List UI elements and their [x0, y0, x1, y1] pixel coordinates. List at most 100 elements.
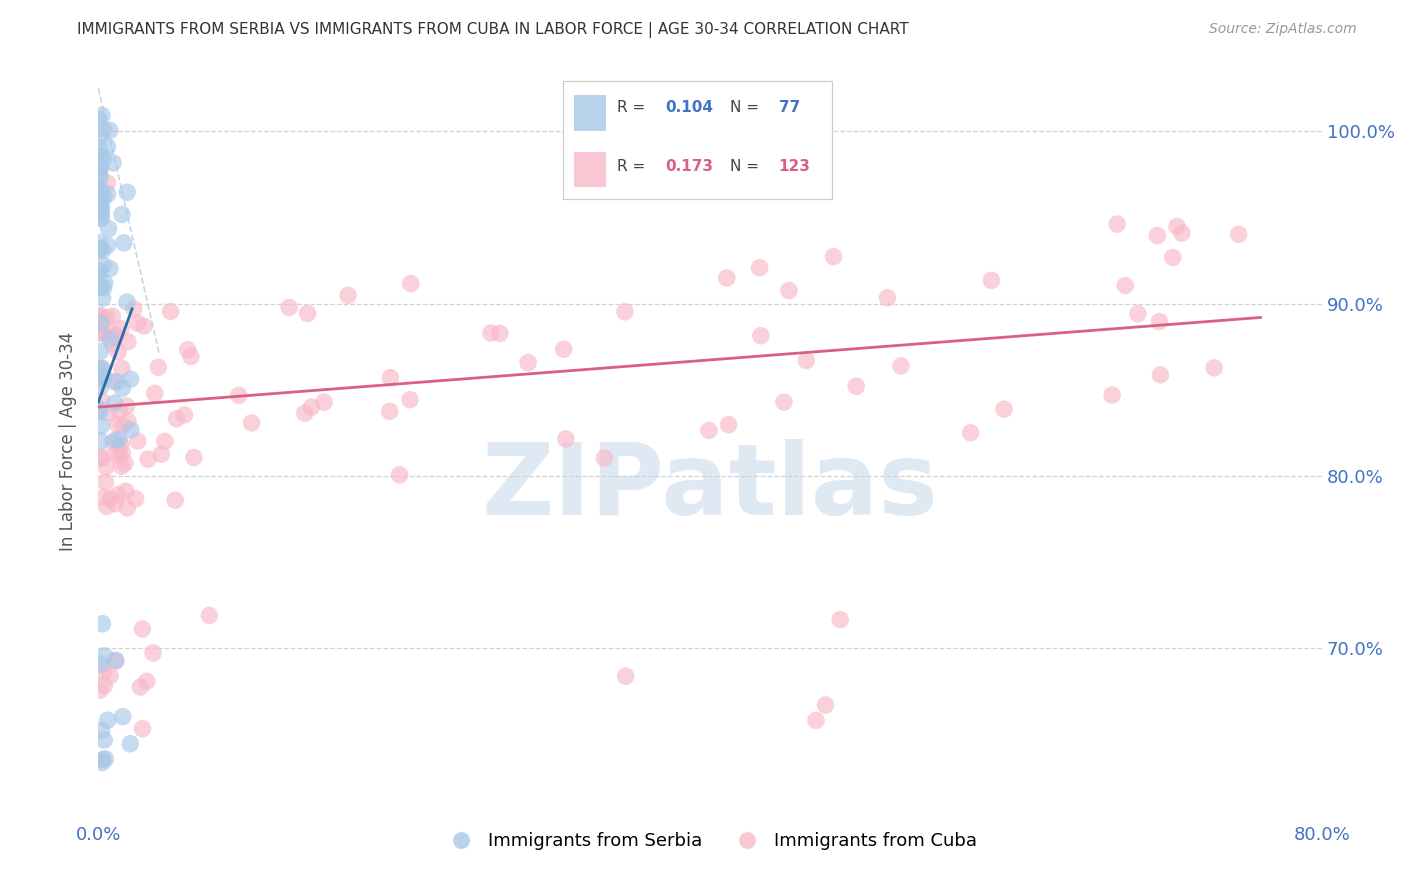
Point: [96, 500, 118, 514]
Point: [1204, 360, 1226, 375]
Point: [959, 425, 981, 440]
Point: [153, 434, 176, 449]
Point: [90, 309, 112, 323]
Point: [593, 451, 616, 466]
Point: [90, 419, 112, 434]
Point: [166, 411, 188, 425]
Point: [90, 316, 112, 330]
Point: [122, 301, 145, 316]
Point: [101, 310, 124, 324]
Point: [89, 280, 111, 294]
Point: [94, 752, 117, 766]
Point: [100, 326, 122, 341]
Point: [717, 417, 740, 432]
Point: [90, 657, 112, 672]
Point: [173, 408, 195, 422]
Point: [749, 328, 772, 343]
Point: [89, 128, 111, 143]
Point: [91, 361, 114, 376]
Point: [112, 235, 135, 250]
Point: [613, 305, 636, 319]
Point: [773, 395, 796, 409]
Point: [180, 350, 202, 364]
Point: [104, 330, 127, 344]
Point: [111, 709, 134, 723]
Point: [115, 295, 138, 310]
Point: [98, 123, 121, 137]
Point: [127, 434, 149, 448]
Point: [198, 608, 221, 623]
Point: [104, 653, 127, 667]
Point: [89, 326, 111, 340]
Point: [115, 185, 138, 199]
Point: [90, 199, 112, 213]
Point: [89, 211, 111, 226]
Point: [105, 417, 128, 432]
Point: [91, 326, 114, 340]
Point: [111, 361, 134, 376]
Point: [91, 491, 114, 505]
Point: [105, 447, 128, 461]
Point: [97, 713, 120, 727]
Point: [93, 151, 115, 165]
Point: [1149, 368, 1171, 382]
Point: [89, 326, 111, 340]
Point: [89, 235, 111, 250]
Point: [814, 698, 837, 712]
Point: [614, 669, 637, 683]
Point: [117, 500, 139, 515]
Point: [1166, 219, 1188, 234]
Point: [98, 261, 121, 276]
Point: [90, 211, 112, 225]
Point: [778, 284, 800, 298]
Point: [108, 404, 131, 418]
Point: [100, 491, 122, 506]
Point: [89, 186, 111, 201]
Point: [90, 361, 112, 376]
Point: [93, 190, 115, 204]
Point: [1161, 251, 1184, 265]
Point: [91, 291, 114, 305]
Point: [1107, 217, 1129, 231]
Point: [89, 405, 111, 419]
Point: [89, 375, 111, 389]
Point: [111, 446, 134, 460]
Point: [104, 396, 127, 410]
Point: [89, 309, 111, 323]
Point: [96, 139, 118, 153]
Point: [90, 184, 112, 198]
Point: [91, 122, 114, 136]
Point: [89, 370, 111, 384]
Point: [90, 202, 112, 217]
Point: [697, 424, 720, 438]
Point: [890, 359, 912, 373]
Point: [101, 435, 124, 450]
Point: [93, 276, 115, 290]
Point: [93, 648, 115, 663]
Point: [131, 622, 153, 636]
Point: [845, 379, 868, 393]
Point: [89, 159, 111, 173]
Point: [93, 665, 115, 680]
Point: [98, 406, 121, 420]
Text: ZIPatlas: ZIPatlas: [482, 439, 938, 535]
Point: [90, 450, 112, 464]
Text: IMMIGRANTS FROM SERBIA VS IMMIGRANTS FROM CUBA IN LABOR FORCE | AGE 30-34 CORREL: IMMIGRANTS FROM SERBIA VS IMMIGRANTS FRO…: [77, 22, 908, 38]
Point: [378, 404, 401, 418]
Point: [91, 753, 114, 767]
Point: [553, 342, 575, 356]
Point: [312, 395, 335, 409]
Point: [91, 244, 114, 258]
Point: [823, 250, 845, 264]
Point: [120, 372, 142, 386]
Point: [98, 332, 121, 346]
Point: [120, 423, 142, 437]
Point: [804, 714, 827, 728]
Point: [110, 321, 132, 335]
Point: [90, 344, 112, 359]
Point: [89, 170, 111, 185]
Point: [399, 277, 422, 291]
Point: [93, 369, 115, 384]
Point: [380, 370, 402, 384]
Point: [111, 418, 134, 433]
